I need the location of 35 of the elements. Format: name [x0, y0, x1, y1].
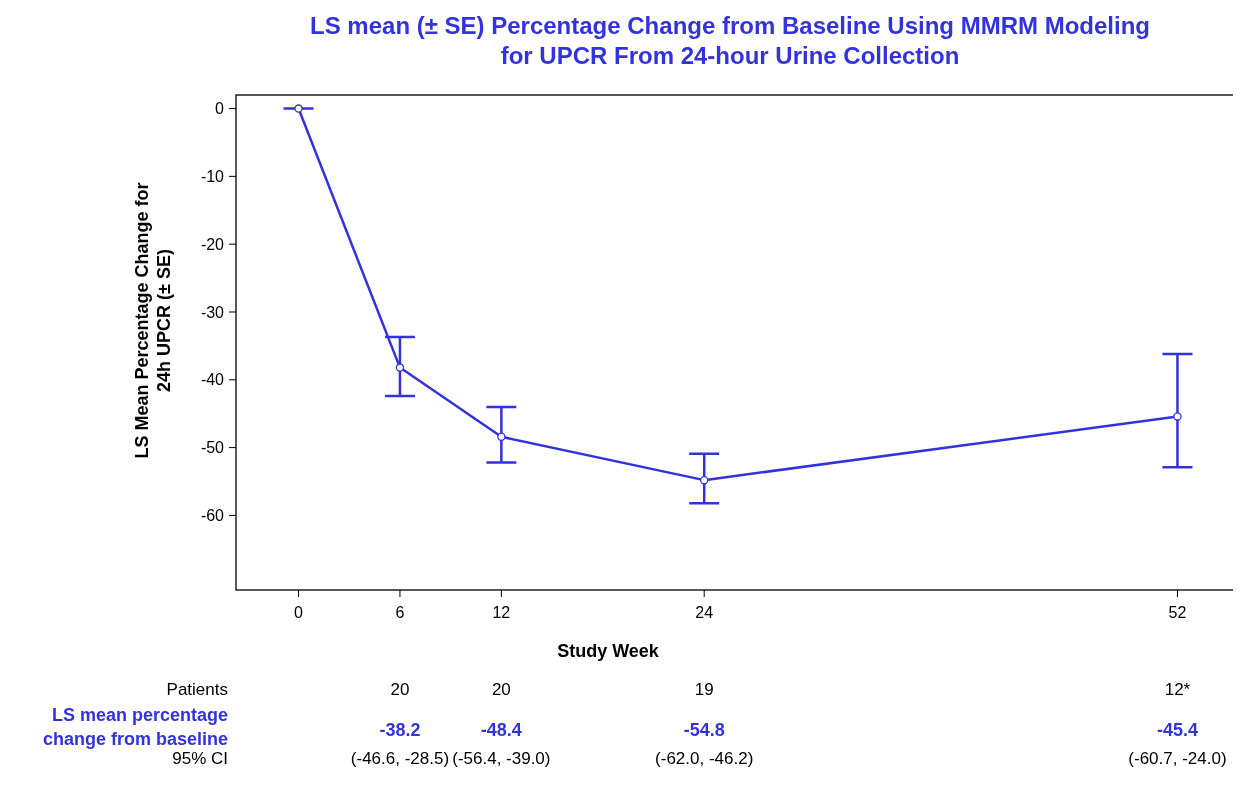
point — [1173, 412, 1182, 421]
text: 12* — [1164, 680, 1191, 699]
y-axis-title: LS Mean Percentage Change for 24h UPCR (± SE) — [132, 182, 174, 459]
y-tick-label: -20 — [200, 235, 225, 253]
text: -48.4 — [480, 720, 522, 740]
x-tick-label: 0 — [294, 604, 304, 621]
y-tick-label: -50 — [200, 439, 225, 457]
y-tick-label: -40 — [200, 371, 225, 389]
text: Patients — [166, 680, 228, 699]
text: -38.2 — [379, 720, 421, 740]
text: 20 — [491, 680, 511, 699]
y-tick-label: 0 — [215, 100, 225, 118]
x-axis-title: Study Week — [557, 641, 660, 661]
y-tick-label: -10 — [200, 167, 225, 185]
text: LS mean percentage change from baseline — [42, 705, 228, 749]
x-tick-label: 12 — [492, 604, 511, 621]
x-tick-label: 6 — [395, 604, 405, 621]
text: 95% CI — [172, 749, 228, 768]
text: (-62.0, -46.2) — [655, 749, 754, 768]
x-tick-label: 24 — [695, 604, 714, 621]
text: 20 — [390, 680, 410, 699]
y-tick-label: -30 — [200, 303, 225, 321]
point — [294, 104, 303, 113]
text: 19 — [694, 680, 714, 699]
point — [699, 475, 709, 485]
text: (-46.6, -28.5) — [350, 749, 450, 768]
x-tick-label: 52 — [1168, 604, 1187, 621]
text: -54.8 — [683, 720, 725, 740]
chart-title: LS mean (± SE) Percentage Change from Baseline Using MMRM Modeling for UPCR From 24-hour Urine Collection — [310, 12, 1150, 69]
point — [497, 432, 506, 441]
point — [395, 363, 405, 372]
text: (-60.7, -24.0) — [1128, 749, 1227, 768]
text: (-56.4, -39.0) — [452, 749, 551, 768]
text: -45.4 — [1156, 720, 1198, 740]
y-tick-label: -60 — [200, 507, 225, 525]
